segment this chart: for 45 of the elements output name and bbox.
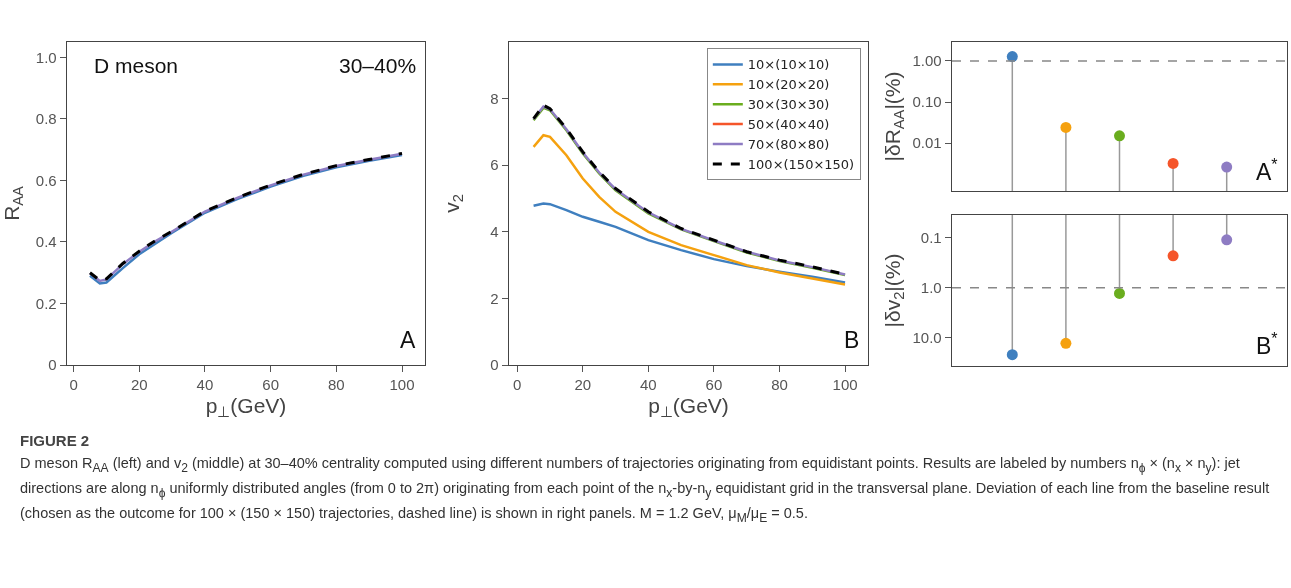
y-tick-label: 0.10 (912, 93, 942, 111)
y-tick-label: 0 (490, 356, 499, 374)
x-tick-label: 40 (196, 376, 214, 394)
y-tick-label: 0.01 (912, 134, 942, 152)
y-tick-label: 0.4 (35, 233, 57, 251)
legend-label: 100×(150×150) (747, 156, 855, 172)
x-tick-label: 80 (771, 376, 788, 394)
x-tick-label: 20 (130, 376, 148, 394)
legend-label: 10×(10×10) (747, 57, 830, 73)
legend-label: 30×(30×30) (747, 97, 830, 113)
x-tick-label: 20 (574, 376, 592, 394)
y-tick-label: 1.0 (35, 48, 57, 66)
annotation: 30–40% (339, 54, 417, 77)
y-tick-label: 8 (490, 89, 499, 107)
y-tick-label: 0.1 (920, 229, 942, 247)
x-tick-label: 80 (327, 376, 345, 394)
annotation: A$^{*}$ (1256, 155, 1279, 185)
y-tick-label: 2 (490, 289, 499, 307)
text: FIGURE 2 (20, 432, 91, 449)
x-axis-title: p$_{⊥}$(GeV) (648, 393, 729, 420)
x-tick-label: 100 (389, 376, 415, 394)
y-tick-label: 1.0 (920, 278, 942, 296)
annotation: D meson (94, 54, 179, 77)
y-tick-label: 6 (490, 156, 499, 174)
legend-label: 10×(20×20) (747, 77, 830, 93)
legend-label: 50×(40×40) (747, 117, 830, 133)
y-tick-label: 0.2 (35, 294, 57, 312)
annotation: B$^{*}$ (1256, 329, 1279, 359)
x-tick-label: 60 (262, 376, 279, 394)
x-tick-label: 40 (640, 376, 657, 394)
annotation: B (844, 327, 860, 353)
y-tick-label: 0.6 (35, 171, 57, 189)
legend-label: 70×(80×80) (747, 137, 830, 153)
y-tick-label: 0 (48, 356, 57, 374)
text: D meson R$_{AA}$ (left) and v$_{2}$ (middle) at 30–40% centrality computed using different numbers of trajectories originating from equidistant points. Results are labeled by numbers n$_{ϕ}$ × (n$_{x}$ × n$_{y}$): jet directions are along n$_{ϕ}$ uniformly distributed angles (from 0 to 2π) originating from each point of the n$_{x}$-by-n$_{y}$ equidistant grid in the transversal plane. Deviation of each line from the baseline result (chosen as the outcome for 100 × (150 × 150) trajectories, dashed line) is shown in right panels. M = 1.2 GeV, μ$_{M}$/μ$_{E}$ = 0.5. (20, 455, 1270, 525)
x-tick-label: 60 (705, 376, 723, 394)
y-tick-label: 0.8 (35, 110, 57, 128)
x-axis-title: p$_{⊥}$(GeV) (205, 393, 287, 420)
annotation: A (400, 327, 416, 353)
x-tick-label: 0 (69, 376, 78, 394)
y-tick-label: 1.00 (912, 52, 942, 70)
x-tick-label: 100 (832, 376, 858, 394)
y-tick-label: 4 (490, 223, 499, 241)
x-tick-label: 0 (513, 376, 522, 394)
y-tick-label: 10.0 (912, 328, 942, 346)
